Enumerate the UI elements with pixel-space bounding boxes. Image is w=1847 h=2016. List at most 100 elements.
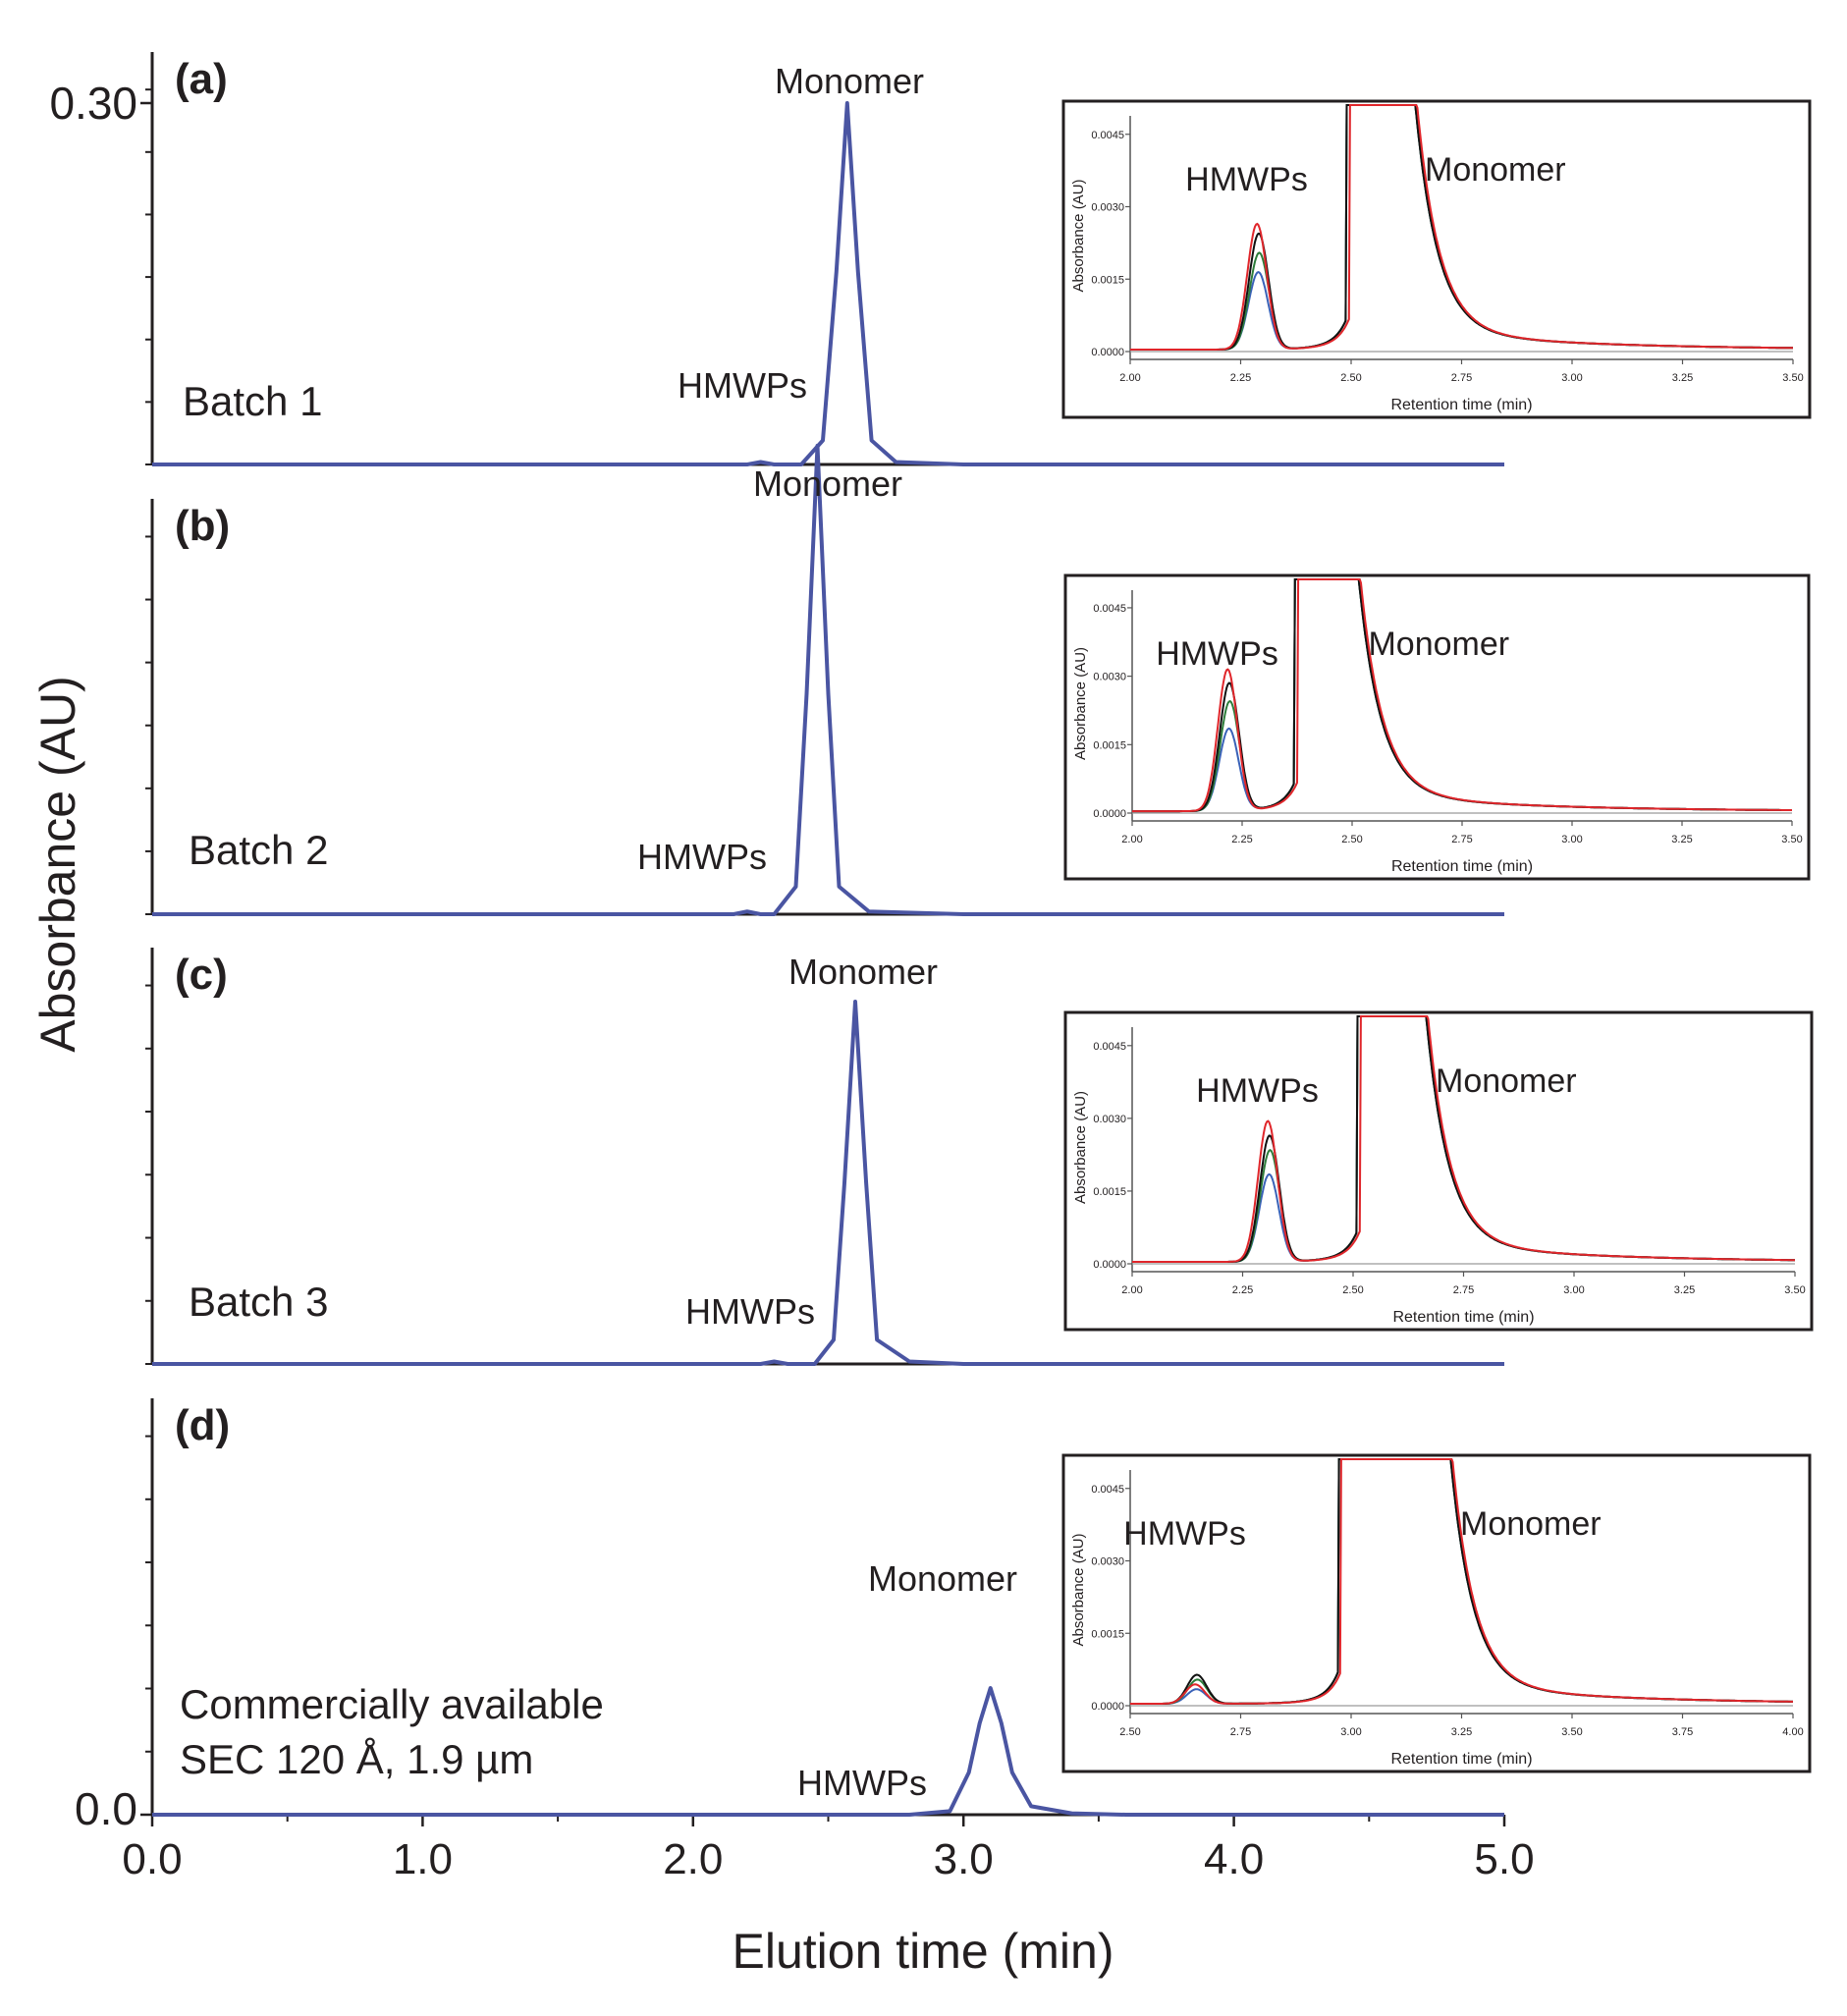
inset-1: 0.0000 0.0015 0.0030 0.0045 2.00 2.25 2.50 2.75… [1063,573,1811,881]
inset-y-tick-label: 0.0030 [1091,202,1124,214]
inset-x-tick-label: 2.25 [1230,372,1251,384]
inset-x-tick-label: 3.00 [1561,372,1582,384]
inset-x-tick-label: 3.25 [1451,1726,1472,1738]
monomer-label: Monomer [753,463,902,504]
inset-x-tick-label: 3.00 [1563,1284,1584,1296]
inset-monomer-label: Monomer [1436,1062,1577,1100]
panel-letter: (b) [175,502,230,550]
inset-trace-red [1132,1015,1795,1263]
inset-x-tick-label: 2.00 [1121,834,1142,845]
inset-hmwp-label: HMWPs [1123,1515,1246,1553]
main-trace [152,1686,1504,1817]
inset-y-tick-label: 0.0030 [1093,672,1126,683]
inset-frame [1061,99,1812,419]
inset-y-axis-label: Absorbance (AU) [1070,1533,1087,1646]
main-trace [152,1000,1504,1366]
inset-x-tick-label: 2.00 [1121,1284,1142,1296]
inset-trace-red [1132,578,1792,813]
inset-y-axis-label: Absorbance (AU) [1070,179,1087,292]
panel-1: (b) Monomer HMWPs Batch 2 [145,443,1504,916]
inset-trace-red [1130,104,1793,351]
inset-y-tick-label: 0.0030 [1093,1114,1126,1125]
hmwp-label: HMWPs [678,365,807,406]
inset-y-tick-label: 0.0015 [1091,274,1124,286]
batch-annotation: Commercially available [180,1681,604,1727]
monomer-label: Monomer [788,952,938,992]
inset-monomer-label: Monomer [1460,1505,1602,1543]
panels-group: 0.0 1.0 2.0 3.0 4.0 5.0 (a) Monomer HMWPs Batch 1… [49,52,1814,1883]
inset-y-axis-label: Absorbance (AU) [1072,647,1089,760]
x-tick-label: 4.0 [1204,1835,1264,1883]
x-tick-label: 3.0 [934,1835,994,1883]
panel-letter: (d) [175,1401,230,1449]
inset-x-tick-label: 2.50 [1342,1284,1363,1296]
hmwp-label: HMWPs [637,837,767,877]
inset-frame [1061,1453,1812,1773]
inset-y-tick-label: 0.0045 [1093,603,1126,615]
inset-hmwp-label: HMWPs [1185,161,1308,198]
inset-y-tick-label: 0.0045 [1091,1484,1124,1496]
x-tick-label: 1.0 [393,1835,453,1883]
inset-x-tick-label: 2.50 [1119,1726,1140,1738]
inset-y-tick-label: 0.0000 [1093,808,1126,820]
batch-annotation-line2: SEC 120 Å, 1.9 µm [180,1736,533,1782]
inset-x-tick-label: 2.25 [1231,834,1252,845]
inset-y-tick-label: 0.0030 [1091,1556,1124,1568]
inset-3: 0.0000 0.0015 0.0030 0.0045 2.50 2.75 3.00 3.25… [1061,1453,1812,1773]
x-tick-label: 0.0 [122,1835,182,1883]
inset-x-tick-label: 3.25 [1671,834,1692,845]
inset-x-tick-label: 3.25 [1672,372,1693,384]
x-tick-label: 2.0 [663,1835,723,1883]
y-tick-label-bottom: 0.0 [75,1783,137,1834]
inset-x-tick-label: 2.75 [1230,1726,1251,1738]
panel-0: (a) Monomer HMWPs Batch 1 [145,52,1504,466]
inset-y-tick-label: 0.0015 [1093,739,1126,751]
inset-x-tick-label: 3.00 [1340,1726,1361,1738]
batch-annotation: Batch 1 [183,378,322,424]
inset-y-tick-label: 0.0015 [1091,1628,1124,1640]
inset-x-tick-label: 2.00 [1119,372,1140,384]
x-axis-label: Elution time (min) [733,1924,1114,1979]
inset-x-tick-label: 2.75 [1453,1284,1474,1296]
panel-letter: (c) [175,951,228,999]
hmwp-label: HMWPs [797,1763,927,1803]
monomer-label: Monomer [868,1558,1017,1599]
inset-x-tick-label: 2.75 [1451,372,1472,384]
hmwp-label: HMWPs [685,1291,815,1332]
inset-2: 0.0000 0.0015 0.0030 0.0045 2.00 2.25 2.50 2.75… [1063,1010,1814,1332]
batch-annotation: Batch 3 [189,1279,328,1325]
inset-x-axis-label: Retention time (min) [1390,1751,1532,1768]
inset-monomer-label: Monomer [1425,151,1566,189]
inset-0: 0.0000 0.0015 0.0030 0.0045 2.00 2.25 2.50 2.75… [1061,99,1812,419]
y-axis-label: Absorbance (AU) [30,676,85,1053]
inset-trace-red [1130,1458,1793,1705]
inset-monomer-label: Monomer [1368,626,1509,663]
y-tick-label-top: 0.30 [49,78,137,129]
inset-y-axis-label: Absorbance (AU) [1072,1091,1089,1204]
inset-frame [1063,1010,1814,1332]
inset-y-tick-label: 0.0015 [1093,1186,1126,1198]
inset-x-tick-label: 2.50 [1340,372,1361,384]
inset-x-axis-label: Retention time (min) [1392,1309,1534,1326]
inset-x-tick-label: 3.50 [1784,1284,1805,1296]
inset-x-tick-label: 4.00 [1782,1726,1803,1738]
inset-x-axis-label: Retention time (min) [1391,858,1533,875]
inset-x-tick-label: 3.00 [1561,834,1582,845]
inset-x-tick-label: 3.50 [1561,1726,1582,1738]
inset-y-tick-label: 0.0045 [1093,1041,1126,1053]
inset-y-tick-label: 0.0000 [1091,1701,1124,1713]
inset-x-tick-label: 3.50 [1781,834,1802,845]
panel-3: (d) Monomer HMWPs Commercially available SEC… [145,1398,1504,1817]
main-trace [152,443,1504,916]
batch-annotation: Batch 2 [189,827,328,873]
panel-letter: (a) [175,55,228,103]
inset-y-tick-label: 0.0000 [1091,347,1124,358]
inset-hmwp-label: HMWPs [1156,635,1278,673]
inset-x-tick-label: 2.50 [1341,834,1362,845]
inset-hmwp-label: HMWPs [1196,1072,1319,1110]
inset-x-tick-label: 3.75 [1672,1726,1693,1738]
monomer-label: Monomer [775,61,924,101]
main-trace [152,101,1504,466]
